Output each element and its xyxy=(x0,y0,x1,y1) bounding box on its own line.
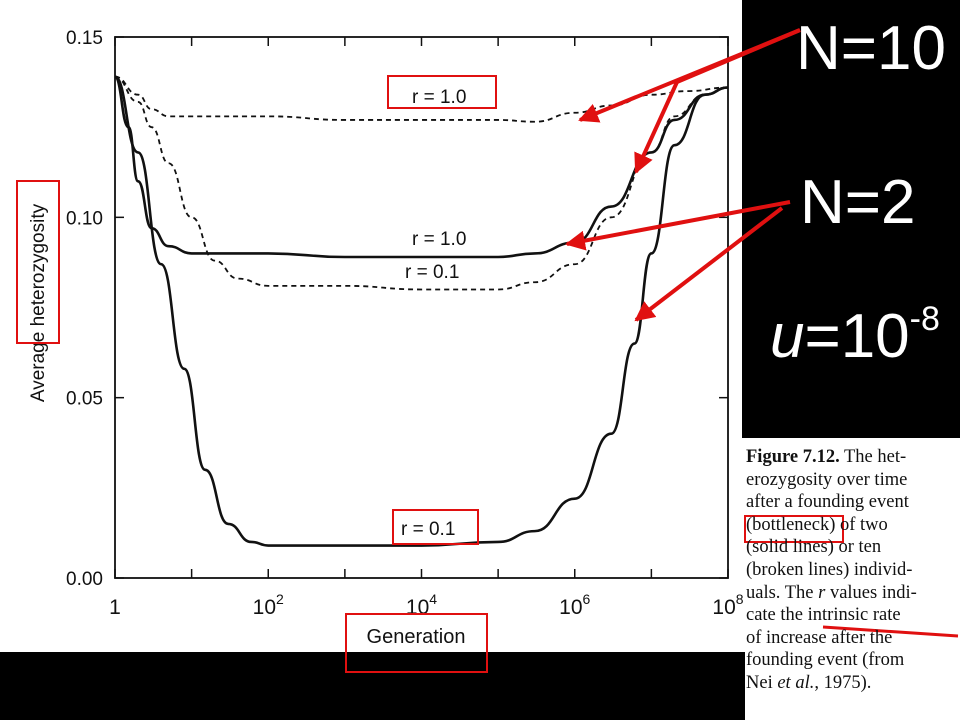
arrow-n2-to-r01 xyxy=(634,206,784,322)
y-tick-label: 0.15 xyxy=(66,28,103,49)
series-line-solid-3 xyxy=(114,75,729,547)
caption-text: values indi- xyxy=(825,582,917,603)
annotation-n2: N=2 xyxy=(800,168,916,237)
caption-intrinsic-rate: intrinsic rate xyxy=(807,605,901,626)
caption-text: after a founding event xyxy=(746,492,909,513)
highlight-box-dashed-r10 xyxy=(387,75,497,109)
red-arrows xyxy=(565,28,959,638)
mutation-rate-symbol: u xyxy=(770,302,805,371)
caption-text: of increase after the xyxy=(746,627,893,648)
annotation-mutation-rate: u=10-8 xyxy=(770,302,940,368)
mutation-rate-exponent: -8 xyxy=(909,300,940,338)
chart-series xyxy=(113,75,729,547)
x-tick-label: 106 xyxy=(559,591,590,619)
caption-text: (solid lines) or ten xyxy=(746,537,882,558)
plot-frame xyxy=(114,36,729,579)
highlight-box-bottleneck xyxy=(744,515,844,543)
series-line-solid-2 xyxy=(113,75,729,259)
x-tick-label: 102 xyxy=(253,591,284,619)
series-label-solid-r01: r = 0.1 xyxy=(401,519,455,540)
x-tick-label: 108 xyxy=(712,591,743,619)
caption-text: erozygosity over time xyxy=(746,469,908,490)
x-tick-label: 1 xyxy=(109,596,121,619)
caption-text: cate the xyxy=(746,605,808,626)
caption-text: of two xyxy=(835,514,888,535)
y-tick-label: 0.10 xyxy=(66,208,103,229)
series-label-dashed-r10: r = 1.0 xyxy=(412,87,466,108)
highlight-box-heterozygosity xyxy=(16,180,60,344)
caption-text: , 1975). xyxy=(814,672,872,693)
arrow-n10-to-r01 xyxy=(634,81,679,174)
ylabel: Average heterozygosity xyxy=(28,203,49,402)
y-tick-label: 0.00 xyxy=(66,569,103,590)
series-label-dashed-r01: r = 0.1 xyxy=(405,262,459,283)
underline-intrinsic-rate xyxy=(822,625,959,638)
bottom-black-bar xyxy=(0,652,745,720)
caption-text: founding event (from xyxy=(746,650,905,671)
series-label-solid-r10: r = 1.0 xyxy=(412,229,466,250)
mutation-rate-base: =10 xyxy=(804,302,910,371)
caption-text: (broken lines) individ- xyxy=(746,559,913,580)
highlight-box-solid-r01 xyxy=(392,509,479,545)
right-black-panel xyxy=(742,0,960,438)
caption-text: r xyxy=(818,582,826,603)
chart-axes: 0.000.050.100.151 102 104 106 108 xyxy=(66,28,744,619)
annotation-n10: N=10 xyxy=(796,14,946,83)
y-tick-label: 0.05 xyxy=(66,389,103,410)
caption-bottleneck: (bottleneck) xyxy=(746,514,836,535)
figure-caption: Figure 7.12. The het- erozygosity over t… xyxy=(746,446,958,695)
arrow-n10-branch xyxy=(676,28,801,84)
caption-text: The het- xyxy=(839,447,907,467)
caption-text: et al. xyxy=(777,672,815,693)
highlight-box-generation xyxy=(345,613,488,673)
caption-text: Nei xyxy=(746,672,778,693)
caption-figure-number: Figure 7.12. xyxy=(746,447,840,467)
caption-text: uals. The xyxy=(746,582,819,603)
xlabel: Generation xyxy=(367,626,466,648)
chart-labels: Average heterozygosity Generation r = 1.… xyxy=(28,87,466,648)
arrow-n2-to-r10 xyxy=(565,200,791,251)
